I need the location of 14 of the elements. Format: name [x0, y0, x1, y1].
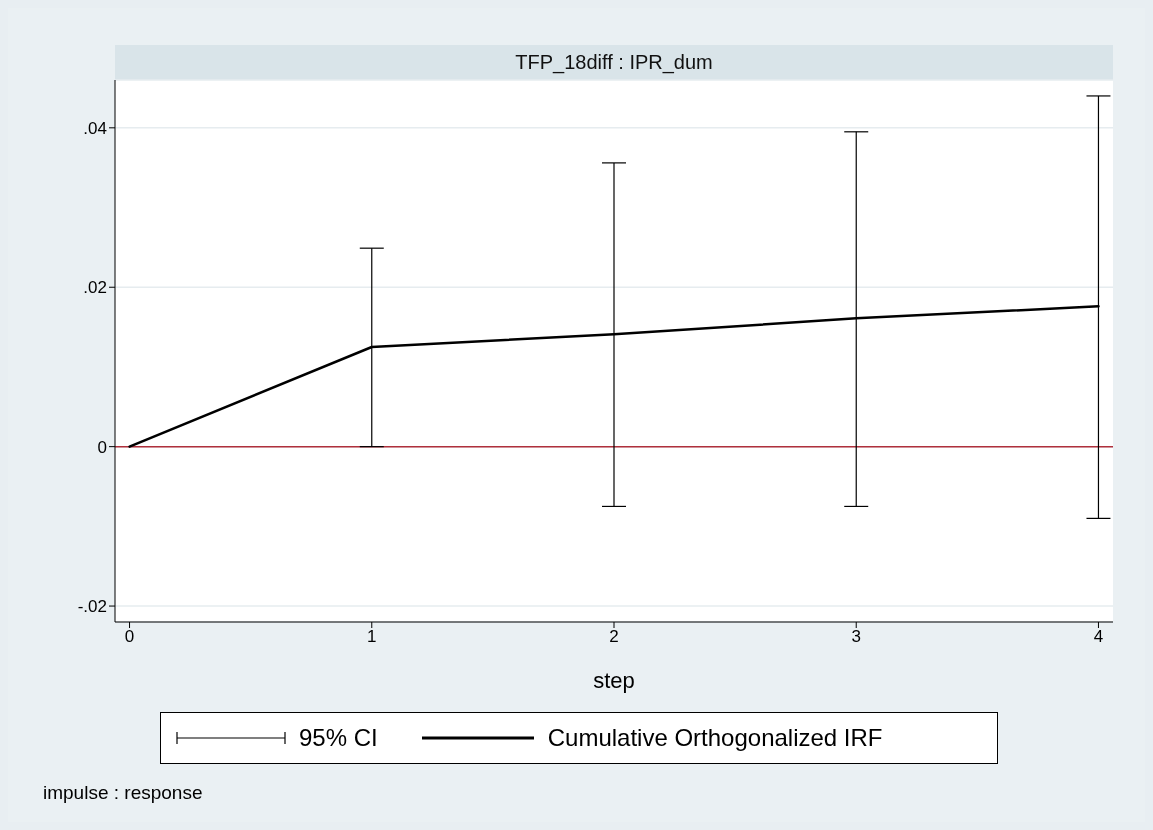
- x-axis-title: step: [593, 668, 635, 693]
- y-tick-label: .02: [83, 278, 107, 298]
- y-tick-label: -.02: [77, 597, 107, 617]
- x-tick-label: 4: [1093, 627, 1104, 647]
- chart-title: TFP_18diff : IPR_dum: [115, 45, 1113, 80]
- x-tick-label: 0: [124, 627, 135, 647]
- legend-label: Cumulative Orthogonalized IRF: [547, 724, 883, 752]
- text: impulse : response: [43, 782, 203, 804]
- y-tick-label: .04: [83, 118, 107, 138]
- y-tick-label: 0: [97, 437, 107, 457]
- x-tick-label: 3: [851, 627, 861, 647]
- x-tick-label: 1: [367, 627, 377, 647]
- x-tick-label: 2: [609, 627, 619, 647]
- text: 95% CI: [299, 724, 378, 752]
